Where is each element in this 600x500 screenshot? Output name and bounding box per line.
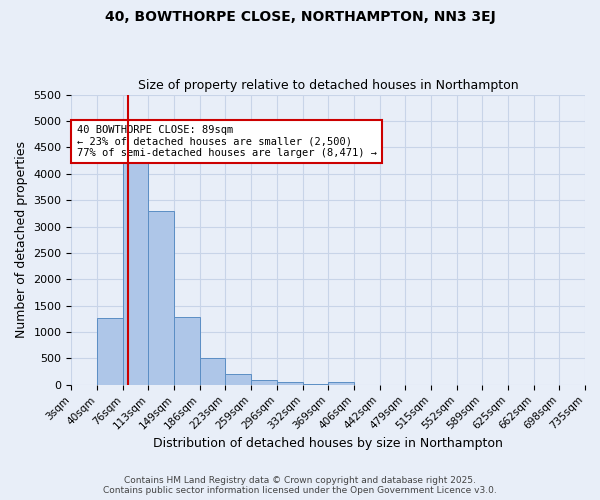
Bar: [148, 210, 174, 385]
Bar: [226, 374, 251, 385]
Text: 40 BOWTHORPE CLOSE: 89sqm
← 23% of detached houses are smaller (2,500)
77% of se: 40 BOWTHORPE CLOSE: 89sqm ← 23% of detac…: [77, 125, 377, 158]
Title: Size of property relative to detached houses in Northampton: Size of property relative to detached ho…: [138, 79, 518, 92]
X-axis label: Distribution of detached houses by size in Northampton: Distribution of detached houses by size …: [153, 437, 503, 450]
Bar: [123, 156, 148, 385]
Bar: [200, 358, 226, 385]
Bar: [251, 380, 277, 385]
Bar: [277, 382, 302, 385]
Text: 40, BOWTHORPE CLOSE, NORTHAMPTON, NN3 3EJ: 40, BOWTHORPE CLOSE, NORTHAMPTON, NN3 3E…: [104, 10, 496, 24]
Bar: [97, 318, 123, 385]
Text: Contains HM Land Registry data © Crown copyright and database right 2025.
Contai: Contains HM Land Registry data © Crown c…: [103, 476, 497, 495]
Bar: [302, 384, 328, 385]
Bar: [174, 318, 200, 385]
Y-axis label: Number of detached properties: Number of detached properties: [15, 141, 28, 338]
Bar: [328, 382, 354, 385]
